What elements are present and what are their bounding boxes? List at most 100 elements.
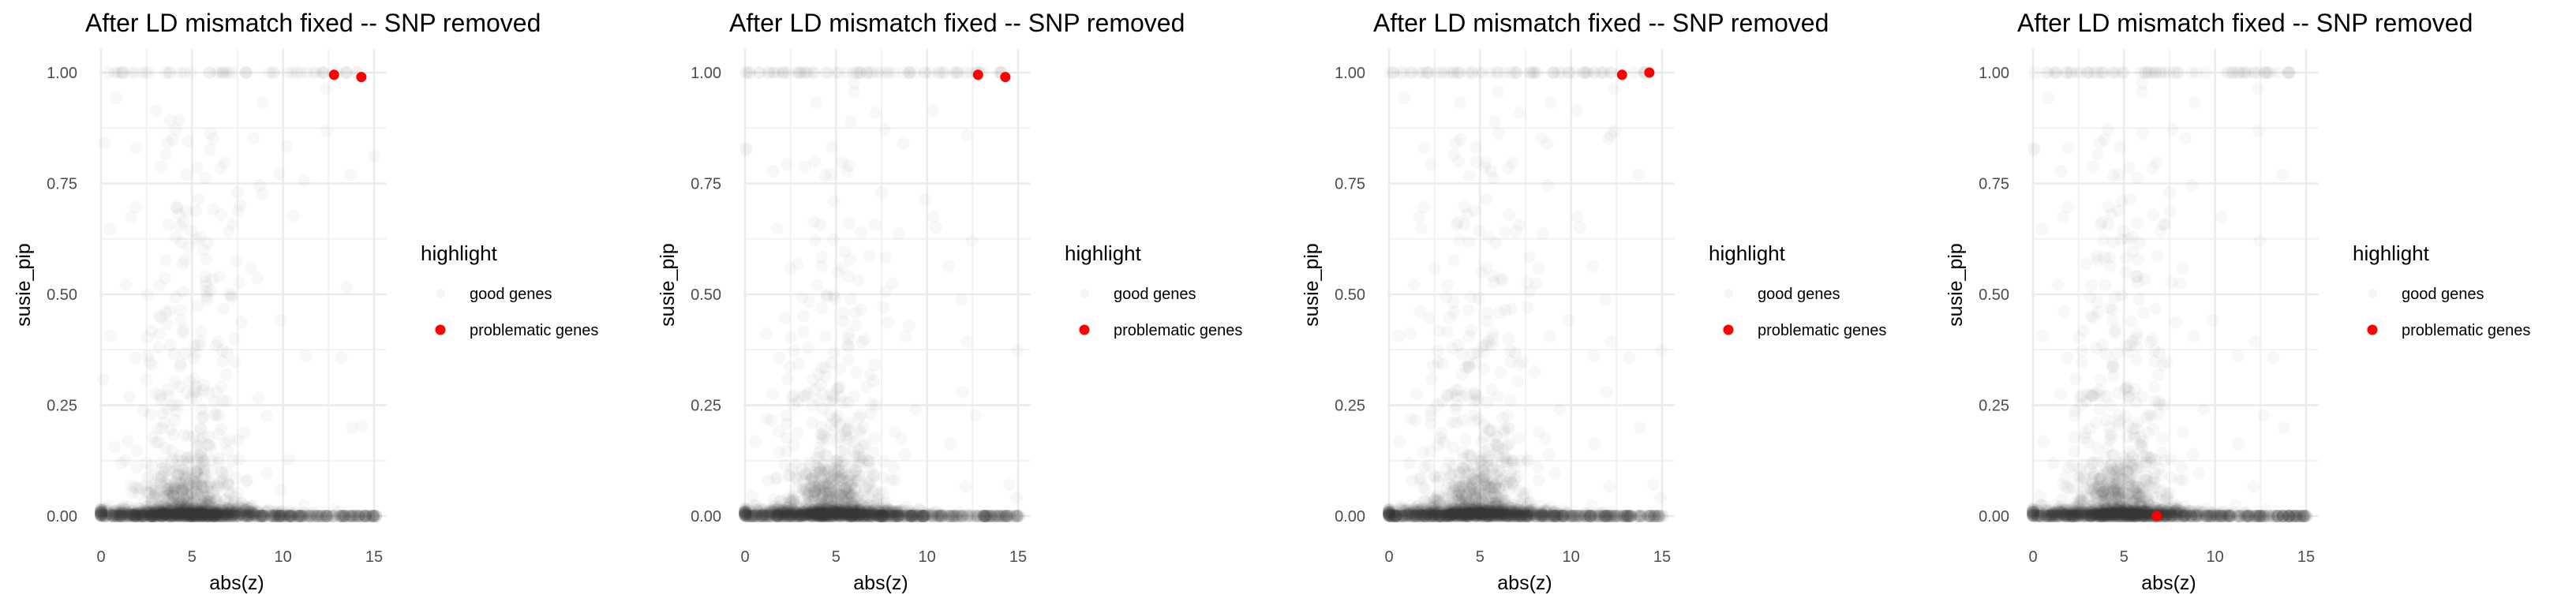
good-gene-point [194,510,208,522]
y-tick-label: 0.50 [47,286,77,304]
good-gene-point [1588,438,1601,451]
good-gene-point [781,158,793,170]
good-gene-point [1512,358,1525,371]
good-gene-point [797,309,810,322]
good-gene-point [348,510,361,522]
good-gene-point [163,219,175,231]
good-gene-point [184,510,197,522]
good-gene-point [739,510,753,522]
good-gene-point [201,491,214,503]
good-gene-point [865,398,878,410]
good-gene-point [110,510,124,522]
good-gene-point [983,510,997,522]
good-gene-point [108,441,121,454]
good-gene-point [745,510,758,522]
y-tick-labels: 0.000.250.500.751.00 [47,65,77,526]
good-gene-point [320,510,334,522]
good-gene-point [254,510,268,522]
good-gene-point [769,510,783,522]
good-gene-point [227,454,239,467]
good-gene-point [137,405,150,417]
good-gene-point [867,510,880,522]
chart-title: After LD mismatch fixed -- SNP removed [729,9,1185,37]
good-gene-point [856,510,869,522]
good-gene-point [159,66,172,79]
good-gene-point [1604,335,1617,348]
good-gene-point [272,510,286,522]
good-gene-point [349,510,362,522]
good-gene-point [790,510,803,522]
good-gene-point [739,510,752,522]
good-gene-point [205,510,219,522]
good-gene-point [238,510,251,522]
good-gene-point [786,510,799,522]
good-gene-point [325,510,339,522]
good-gene-point [110,92,122,104]
good-gene-point [807,373,819,386]
good-gene-point [918,66,930,79]
good-gene-point [1447,468,1459,481]
good-gene-point [217,510,230,522]
problematic-gene-point [328,69,339,80]
good-gene-point [260,467,273,480]
good-gene-point [759,510,773,522]
good-gene-point [813,510,826,522]
good-gene-point [1513,219,1526,231]
good-gene-point [966,510,979,522]
good-gene-point [116,66,129,79]
good-gene-point [807,510,821,522]
good-gene-point [766,387,779,400]
good-gene-point [1485,339,1498,352]
good-gene-point [141,471,154,484]
good-gene-point [1521,455,1533,468]
good-gene-point [942,510,955,522]
good-gene-point [283,454,295,466]
good-gene-point [98,137,110,149]
good-gene-point [886,510,899,522]
good-gene-point [781,510,794,522]
good-gene-point [871,510,885,522]
good-gene-point [748,510,762,522]
good-gene-point [273,510,286,522]
x-tick-labels: 0 5 10 15 [740,548,1027,566]
good-gene-point [103,223,116,236]
good-gene-point [815,510,829,522]
good-gene-point [769,510,783,522]
good-gene-point [1403,457,1416,469]
good-gene-point [784,331,797,343]
good-gene-point [843,510,856,522]
good-gene-point [769,510,782,522]
good-gene-point [173,208,185,221]
good-gene-point [1000,510,1013,522]
good-gene-point [944,438,957,451]
good-gene-point [156,510,169,522]
good-gene-point [946,510,960,522]
good-gene-point [956,386,968,398]
good-gene-point [945,510,959,522]
good-gene-point [892,510,905,522]
gridlines [99,49,387,521]
good-gene-point [1425,372,1438,385]
good-gene-point [826,141,838,154]
good-gene-point [250,510,264,522]
good-gene-point [978,510,991,522]
good-gene-point [908,510,921,522]
good-gene-point [130,141,143,154]
good-gene-point [779,312,792,324]
good-gene-point [829,473,841,486]
good-gene-point [225,510,238,522]
good-gene-point [122,510,134,522]
good-gene-point [981,510,994,522]
good-gene-point [1447,254,1460,267]
good-gene-point [835,510,848,522]
good-gene-point [860,510,874,522]
good-gene-point [345,510,358,522]
good-gene-point [988,510,1002,522]
good-gene-point [182,510,195,522]
good-gene-point [130,444,143,457]
good-gene-point [817,402,829,415]
good-gene-point [931,510,945,522]
good-gene-point [1502,421,1515,433]
good-gene-point [168,413,181,426]
good-gene-point [815,510,829,522]
